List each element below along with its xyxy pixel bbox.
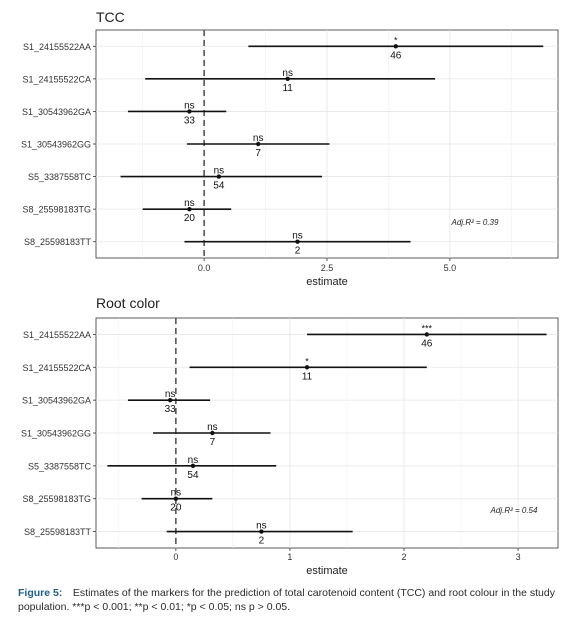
panel-1-x-tick-label: 5.0 bbox=[444, 263, 457, 273]
panel-1-row-label: S1_30543962GA bbox=[22, 107, 91, 117]
panel-1-significance-label: ns bbox=[292, 231, 303, 242]
panel-1-sample-size-label: 7 bbox=[255, 148, 261, 159]
panel-1-sample-size-label: 2 bbox=[295, 246, 301, 257]
panel-2-significance-label: ns bbox=[171, 488, 182, 499]
panel-2-estimate-point bbox=[259, 529, 264, 534]
panel-1-significance-label: * bbox=[394, 35, 398, 45]
panel-1-significance-label: ns bbox=[184, 100, 195, 111]
panel-2-sample-size-label: 7 bbox=[210, 437, 216, 448]
panel-1-estimate-point bbox=[295, 239, 300, 244]
panel-2-row-label: S1_24155522AA bbox=[23, 330, 91, 340]
panel-1-sample-size-label: 46 bbox=[390, 50, 402, 61]
panel-1-title: TCC bbox=[96, 9, 125, 25]
panel-2-estimate-point bbox=[424, 332, 430, 337]
panel-1-estimate-point bbox=[255, 141, 261, 147]
panel-2-significance-label: ns bbox=[188, 455, 199, 466]
panel-2-estimate-point bbox=[210, 430, 215, 436]
panel-1-sample-size-label: 20 bbox=[184, 213, 196, 224]
panel-2-row-label: S5_3387558TC bbox=[28, 461, 92, 471]
panel-2-sample-size-label: 54 bbox=[187, 470, 199, 481]
panel-1-estimate-point bbox=[187, 206, 192, 212]
panel-2-sample-size-label: 20 bbox=[170, 503, 182, 514]
panel-2-row-label: S8_25598183TG bbox=[22, 494, 91, 504]
panel-2-estimate-point bbox=[173, 496, 179, 501]
panel-2-x-tick-label: 1 bbox=[287, 552, 292, 562]
panel-1-estimate-point bbox=[216, 174, 222, 179]
panel-2-row-label: S1_24155522CA bbox=[22, 363, 91, 373]
panel-2-sample-size-label: 2 bbox=[259, 536, 265, 547]
panel-1-estimate-point bbox=[393, 44, 399, 49]
panel-2-estimate-point bbox=[167, 397, 173, 403]
panel-1-sample-size-label: 11 bbox=[282, 83, 293, 94]
panel-1-estimate-point bbox=[187, 109, 192, 114]
panel-1-row-label: S8_25598183TG bbox=[22, 205, 91, 215]
panel-2-row-label: S1_30543962GA bbox=[22, 396, 91, 406]
panel-1-sample-size-label: 54 bbox=[213, 181, 225, 192]
panel-2-title: Root color bbox=[96, 295, 160, 311]
panel-2-significance-label: ns bbox=[207, 422, 218, 433]
panel-1-significance-label: ns bbox=[184, 198, 195, 209]
panel-2-row-label: S8_25598183TT bbox=[24, 527, 92, 537]
panel-1-significance-label: ns bbox=[253, 133, 264, 144]
forest-plots: TCCS1_24155522AA*46S1_24155522CAns11S1_3… bbox=[21, 9, 559, 577]
panel-1-row-label: S8_25598183TT bbox=[24, 237, 92, 247]
panel-2-x-tick-label: 0 bbox=[173, 552, 178, 562]
panel-1-row-label: S1_30543962GG bbox=[21, 140, 91, 150]
figure-label: Figure 5: bbox=[18, 587, 63, 599]
panel-1-significance-label: ns bbox=[282, 68, 293, 79]
panel-1-row-label: S1_24155522CA bbox=[22, 74, 91, 84]
panel-1-row-label: S5_3387558TC bbox=[28, 172, 92, 182]
panel-2-estimate-point bbox=[190, 463, 196, 469]
panel-2-x-axis-label: estimate bbox=[306, 565, 348, 577]
panel-2-significance-label: * bbox=[305, 356, 309, 366]
panel-1-estimate-point bbox=[285, 76, 290, 82]
panel-2-sample-size-label: 11 bbox=[302, 371, 313, 382]
panel-2-sample-size-label: 46 bbox=[421, 338, 433, 349]
panel-1-x-tick-label: 2.5 bbox=[321, 263, 334, 273]
panel-1-r-squared-annotation: Adj.R² = 0.39 bbox=[451, 218, 499, 227]
panel-2-row-label: S1_30543962GG bbox=[21, 429, 91, 439]
panel-1-sample-size-label: 33 bbox=[184, 115, 196, 126]
panel-1-significance-label: ns bbox=[214, 166, 225, 177]
panel-1-row-label: S1_24155522AA bbox=[23, 42, 91, 52]
panel-1-x-axis-label: estimate bbox=[306, 276, 348, 288]
panel-2-estimate-point bbox=[304, 365, 310, 370]
panel-2-sample-size-label: 33 bbox=[165, 404, 177, 415]
panel-2-r-squared-annotation: Adj.R² = 0.54 bbox=[490, 506, 538, 515]
panel-2-x-tick-label: 3 bbox=[516, 552, 521, 562]
figure-caption: Figure 5: Estimates of the markers for t… bbox=[18, 586, 558, 614]
panel-2-x-tick-label: 2 bbox=[401, 552, 406, 562]
panel-2-significance-label: ns bbox=[165, 389, 176, 400]
panel-2-significance-label: *** bbox=[422, 323, 433, 333]
panel-2-significance-label: ns bbox=[256, 521, 267, 532]
panel-1-x-tick-label: 0.0 bbox=[198, 263, 211, 273]
figure-caption-text: Estimates of the markers for the predict… bbox=[18, 587, 555, 613]
